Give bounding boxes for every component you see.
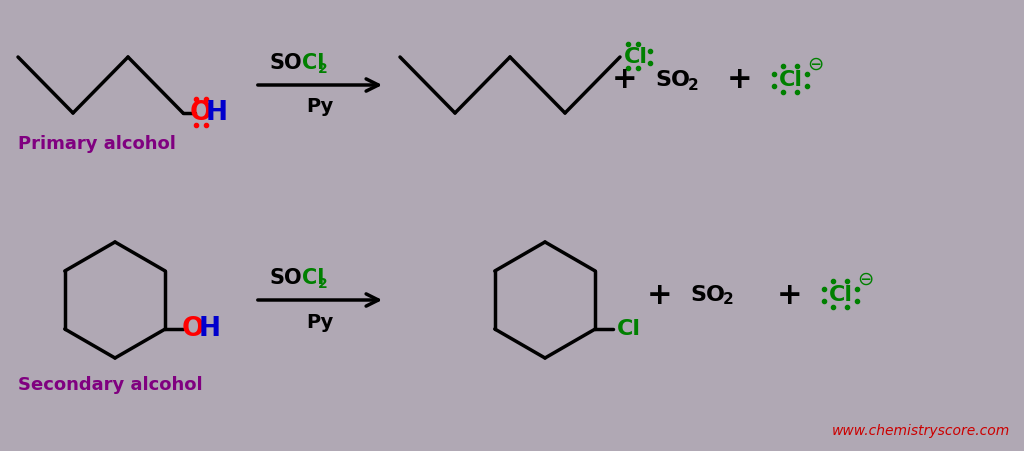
Text: Py: Py — [306, 313, 334, 331]
Text: +: + — [777, 281, 803, 309]
Text: +: + — [647, 281, 673, 309]
Text: Cl: Cl — [624, 47, 648, 67]
Text: 2: 2 — [318, 62, 328, 76]
Text: SO: SO — [269, 53, 302, 73]
Text: ⊖: ⊖ — [807, 55, 823, 74]
Text: H: H — [206, 100, 228, 126]
Text: O: O — [189, 100, 212, 126]
Text: 2: 2 — [318, 277, 328, 291]
Text: +: + — [612, 65, 638, 95]
Text: Cl: Cl — [302, 53, 325, 73]
Text: O: O — [182, 316, 205, 342]
Text: Py: Py — [306, 97, 334, 116]
Text: 2: 2 — [688, 78, 698, 92]
Text: SO: SO — [269, 268, 302, 288]
Text: Cl: Cl — [779, 70, 803, 90]
Text: Primary alcohol: Primary alcohol — [18, 135, 176, 153]
Text: SO: SO — [690, 285, 725, 305]
Text: Cl: Cl — [829, 285, 853, 305]
Text: 2: 2 — [723, 293, 734, 308]
Text: Secondary alcohol: Secondary alcohol — [18, 376, 203, 394]
Text: www.chemistryscore.com: www.chemistryscore.com — [831, 424, 1010, 438]
Text: +: + — [727, 65, 753, 95]
Text: Cl: Cl — [302, 268, 325, 288]
Text: SO: SO — [655, 70, 690, 90]
Text: Cl: Cl — [617, 319, 641, 339]
Text: ⊖: ⊖ — [857, 270, 873, 289]
Text: H: H — [199, 316, 220, 342]
